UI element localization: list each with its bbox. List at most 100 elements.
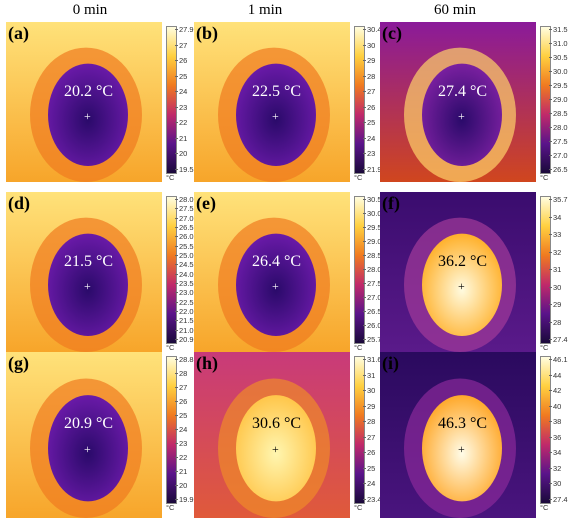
scale-tick-label: 29.5 [367, 223, 382, 232]
scale-tick-mark [175, 485, 178, 486]
panel-label: (i) [382, 353, 399, 373]
scale-tick-mark [175, 169, 178, 170]
temperature-reading: 21.5 °C [64, 252, 114, 270]
scale-tick-label: 21.0 [179, 325, 194, 335]
scale-tick-label: 30.5 [367, 195, 382, 204]
scale-tick-label: 28 [367, 417, 376, 427]
scale-tick-mark [175, 199, 178, 200]
scale-tick-mark [363, 483, 366, 485]
scale-tick-mark [175, 137, 178, 139]
scale-tick-mark [549, 251, 552, 253]
scale-tick-label: 26.5 [367, 307, 382, 316]
scale-tick-mark [549, 85, 552, 86]
scale-tick-label: 31 [367, 370, 376, 380]
scale-tick-label: 26.0 [179, 232, 194, 242]
scale-tick-mark [363, 311, 366, 312]
scale-tick-mark [175, 60, 178, 62]
scale-tick-label: 30 [367, 40, 376, 50]
column-title-0: 0 min [72, 2, 108, 18]
scale-tick-mark [549, 304, 552, 305]
scale-tick-mark [363, 339, 366, 340]
scale-tick-mark [549, 127, 552, 128]
temperature-reading: 27.4 °C [438, 82, 488, 100]
thermal-image [194, 22, 350, 182]
scale-tick-mark [549, 71, 552, 72]
scale-tick-label: 27 [367, 432, 376, 442]
temperature-reading: 30.6 °C [252, 415, 302, 433]
scale-tick-label: 31.6 [367, 355, 382, 364]
temperature-reading: 20.9 °C [64, 415, 114, 433]
scale-tick-mark [175, 264, 178, 266]
scale-tick-label: 22.0 [179, 307, 194, 316]
scale-tick-mark [549, 499, 552, 500]
scale-tick-label: 27 [367, 87, 376, 97]
crosshair-icon: + [84, 442, 91, 457]
thermal-image [6, 352, 162, 518]
scale-tick-mark [175, 44, 178, 46]
scale-tick-mark [363, 283, 366, 284]
scale-tick-mark [175, 91, 178, 93]
scale-tick-label: 26 [367, 102, 376, 112]
scale-tick-label: 31.5 [553, 25, 568, 34]
scale-tick-label: 25 [179, 71, 188, 81]
scale-tick-label: 27.0 [179, 213, 194, 223]
scale-tick-label: 27.5 [553, 137, 568, 146]
panel-label: (f) [382, 193, 400, 213]
scale-tick-mark [363, 44, 366, 46]
scale-tick-mark [549, 29, 552, 30]
scale-tick-label: 20 [179, 481, 188, 490]
thermal-image [380, 22, 536, 182]
scale-tick-label: 25 [367, 118, 376, 128]
scale-tick-label: 21 [179, 467, 188, 476]
panel-label: (c) [382, 23, 402, 43]
scale-tick-mark [363, 467, 366, 469]
color-scale-bar [354, 356, 365, 504]
scale-tick-mark [549, 436, 552, 438]
scale-tick-label: 21 [179, 133, 188, 143]
scale-tick-mark [549, 483, 552, 485]
crosshair-icon: + [458, 279, 465, 293]
scale-tick-label: 22.5 [179, 297, 194, 307]
crosshair-icon: + [84, 109, 91, 123]
scale-unit-label: °C [166, 173, 175, 182]
scale-tick-mark [363, 436, 366, 438]
scale-tick-mark [175, 208, 178, 210]
scale-tick-label: 28.0 [553, 123, 568, 132]
scale-tick-mark [363, 452, 366, 454]
scale-tick-label: 26.5 [553, 165, 568, 174]
thermal-image [6, 22, 162, 182]
scale-tick-mark [363, 374, 366, 376]
scale-tick-mark [363, 405, 366, 407]
scale-unit-label: °C [540, 503, 549, 512]
scale-tick-mark [363, 269, 366, 270]
scale-tick-mark [549, 99, 552, 100]
scale-tick-label: 32 [553, 247, 562, 257]
thermal-image [194, 352, 350, 518]
scale-unit-label: °C [354, 503, 363, 512]
scale-tick-label: 32 [553, 463, 562, 473]
scale-tick-label: 38 [553, 417, 562, 427]
scale-tick-label: 29 [367, 401, 376, 411]
thermal-image [380, 352, 536, 518]
scale-tick-mark [175, 122, 178, 124]
scale-tick-label: 30.4 [367, 25, 382, 34]
scale-tick-mark [175, 217, 178, 219]
scale-tick-label: 25.0 [179, 251, 194, 260]
scale-tick-mark [175, 301, 178, 303]
scale-tick-mark [175, 387, 178, 388]
scale-tick-mark [363, 255, 366, 256]
scale-tick-label: 24 [367, 479, 376, 489]
scale-tick-mark [363, 241, 366, 242]
scale-tick-mark [363, 325, 366, 326]
scale-tick-mark [363, 421, 366, 423]
scale-tick-label: 27.9 [179, 25, 194, 34]
scale-tick-label: 24 [367, 133, 376, 143]
scale-tick-mark [549, 339, 552, 340]
scale-tick-label: 34 [553, 448, 562, 458]
scale-tick-mark [363, 137, 366, 139]
scale-tick-label: 24.0 [179, 269, 194, 279]
scale-tick-mark [363, 122, 366, 124]
color-scale-bar [354, 196, 365, 344]
scale-tick-label: 29.0 [367, 237, 382, 246]
scale-tick-label: 28 [367, 71, 376, 81]
